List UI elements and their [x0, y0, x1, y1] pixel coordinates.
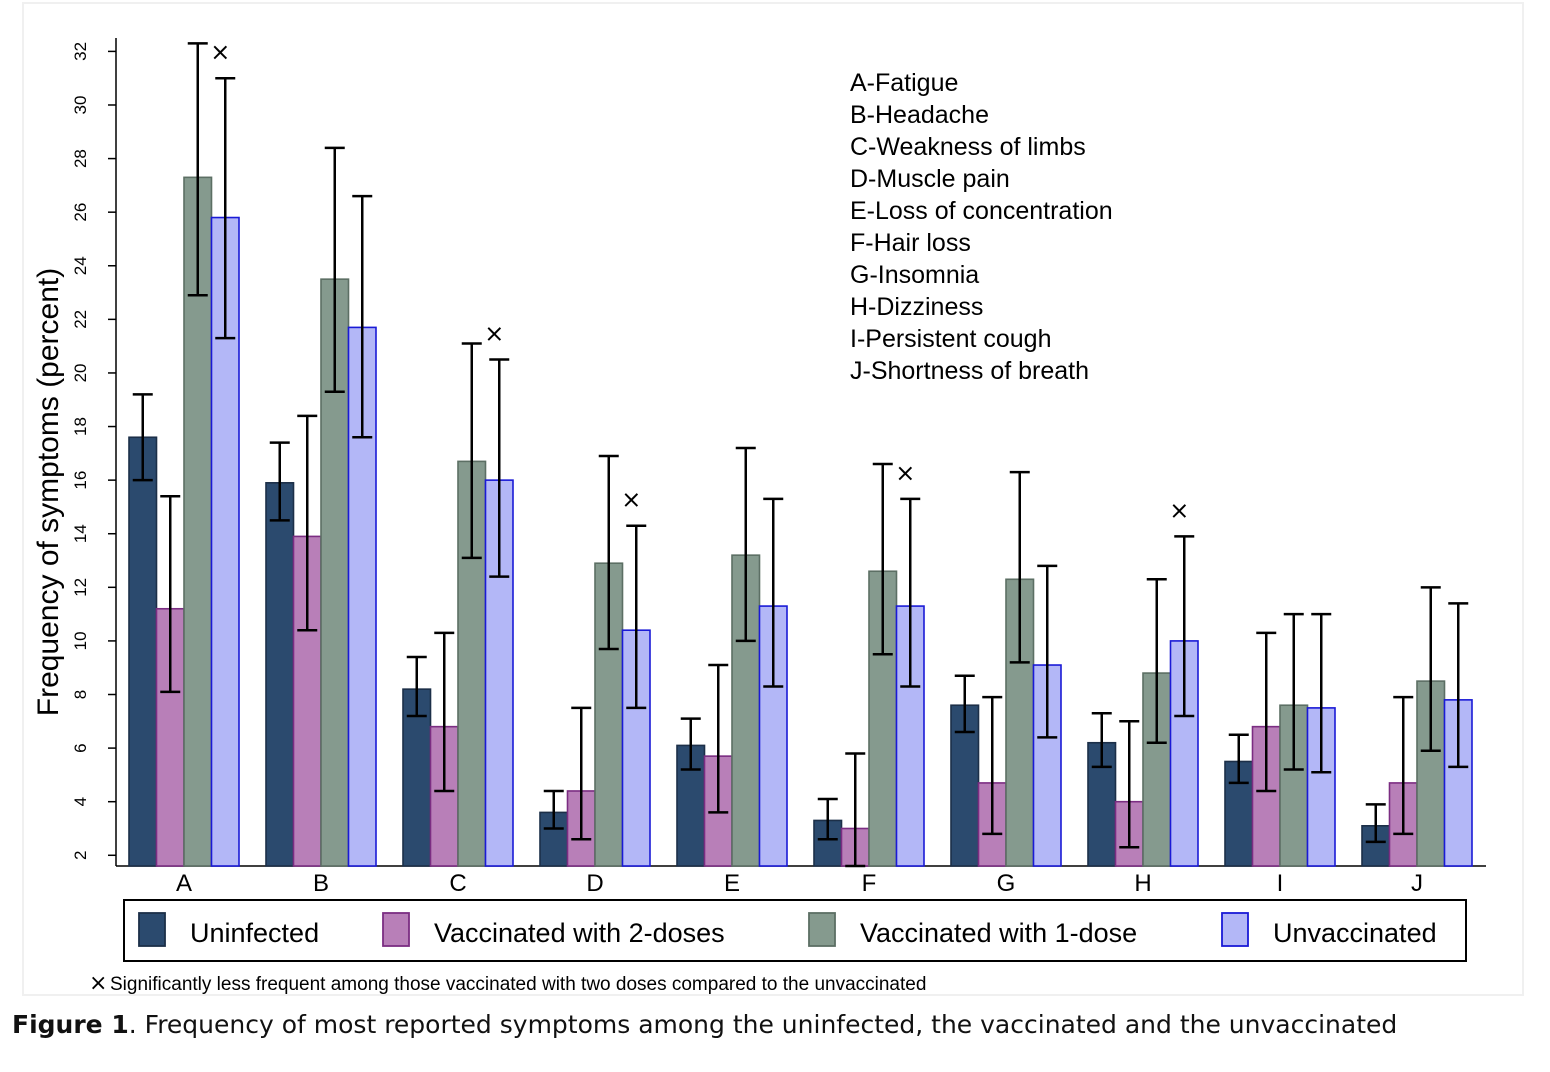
bar	[128, 436, 158, 867]
category-legend-entry: C-Weakness of limbs	[850, 133, 1086, 161]
category-legend-entry: H-Dizziness	[850, 293, 983, 321]
legend-label: Uninfected	[190, 918, 319, 948]
bar	[265, 482, 295, 867]
legend-label: Unvaccinated	[1273, 918, 1437, 948]
y-tick-label: 12	[71, 578, 90, 597]
significance-markers: × × × × ×	[210, 38, 1189, 524]
y-tick-label: 6	[71, 743, 90, 752]
y-tick-label: 26	[71, 203, 90, 222]
significance-marker: ×	[895, 459, 915, 487]
footnote-marker: ×	[89, 971, 107, 996]
legend-swatch	[382, 912, 410, 947]
figure-label: Figure 1	[12, 1010, 129, 1039]
bars	[128, 176, 1473, 867]
y-tick-label: 10	[71, 631, 90, 650]
legend-swatch	[1221, 912, 1249, 947]
significance-marker: ×	[484, 320, 504, 348]
bar	[1306, 707, 1336, 867]
figure-caption: Figure 1. Frequency of most reported sym…	[12, 1010, 1397, 1039]
x-tick-label: C	[449, 870, 466, 897]
y-tick-label: 20	[71, 363, 90, 382]
chart-frame	[22, 2, 1524, 996]
x-tick-label: E	[724, 870, 740, 897]
x-tick-label: J	[1411, 870, 1423, 897]
y-tick-label: 14	[71, 524, 90, 543]
legend-label: Vaccinated with 2-doses	[434, 918, 725, 948]
x-tick-label: A	[176, 870, 192, 897]
y-tick-label: 18	[71, 417, 90, 436]
category-legend-entry: B-Headache	[850, 101, 989, 129]
category-legend-entry: G-Insomnia	[850, 261, 979, 289]
footnote: Significantly less frequent among those …	[110, 974, 926, 995]
figure-caption-text: . Frequency of most reported symptoms am…	[128, 1010, 1398, 1039]
y-tick-label: 30	[71, 96, 90, 115]
y-tick-label: 4	[71, 797, 90, 806]
x-tick-label: D	[586, 870, 603, 897]
legend-label: Vaccinated with 1-dose	[860, 918, 1137, 948]
category-legend-entry: D-Muscle pain	[850, 165, 1010, 193]
legend-box	[123, 899, 1467, 962]
legend-swatch	[138, 912, 166, 947]
significance-marker: ×	[621, 486, 641, 514]
y-tick-label: 2	[71, 851, 90, 860]
x-tick-label: B	[313, 870, 329, 897]
y-tick-label: 22	[71, 310, 90, 329]
significance-marker: ×	[210, 38, 230, 66]
category-legend-entry: E-Loss of concentration	[850, 197, 1113, 225]
series-legend: Uninfected Vaccinated with 2-doses Vaccina…	[123, 899, 1467, 962]
y-tick-label: 24	[71, 256, 90, 275]
x-tick-label: I	[1277, 870, 1284, 897]
y-tick-label: 16	[71, 471, 90, 490]
y-tick-label: 32	[71, 42, 90, 61]
x-tick-label: F	[862, 870, 877, 897]
category-legend-entry: A-Fatigue	[850, 69, 958, 97]
error-bars	[132, 42, 1469, 868]
category-legend: A-Fatigue B-Headache C-Weakness of limbs D-…	[850, 69, 1113, 385]
x-tick-label: G	[997, 870, 1016, 897]
y-tick-label: 28	[71, 149, 90, 168]
y-tick-label: 8	[71, 690, 90, 699]
significance-marker: ×	[1169, 496, 1189, 524]
category-legend-entry: J-Shortness of breath	[850, 357, 1089, 385]
y-axis-title: Frequency of symptoms (percent)	[32, 268, 65, 717]
category-legend-entry: I-Persistent cough	[850, 325, 1052, 353]
category-legend-entry: F-Hair loss	[850, 229, 971, 257]
legend-swatch	[808, 912, 836, 947]
x-tick-label: H	[1134, 870, 1151, 897]
